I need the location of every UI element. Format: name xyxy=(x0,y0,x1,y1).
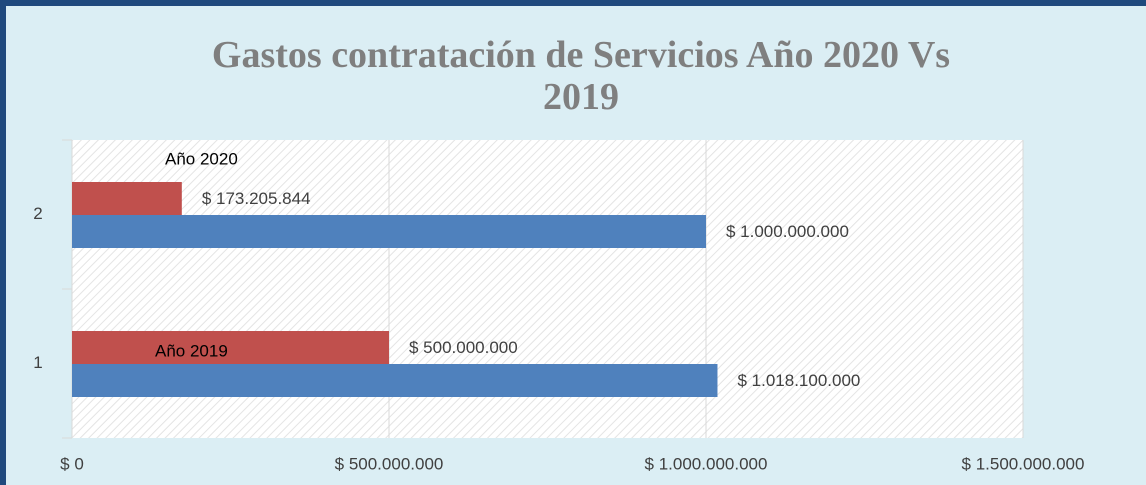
annotation: Año 2019 xyxy=(155,341,228,360)
x-tick-label: $ 0 xyxy=(60,454,84,473)
bar xyxy=(72,182,182,215)
data-label: $ 1.018.100.000 xyxy=(737,371,860,390)
bar xyxy=(72,364,718,397)
data-label: $ 173.205.844 xyxy=(202,189,311,208)
data-label: $ 1.000.000.000 xyxy=(726,222,849,241)
bar xyxy=(72,331,389,364)
y-tick-label: 2 xyxy=(33,204,42,223)
y-tick-label: 1 xyxy=(33,353,42,372)
x-tick-label: $ 1.000.000.000 xyxy=(645,454,768,473)
bar xyxy=(72,215,706,248)
data-label: $ 500.000.000 xyxy=(409,338,518,357)
annotation: Año 2020 xyxy=(165,149,238,168)
x-tick-label: $ 500.000.000 xyxy=(335,454,444,473)
x-tick-label: $ 1.500.000.000 xyxy=(962,454,1085,473)
chart-title: Gastos contratación de Servicios Año 202… xyxy=(211,34,951,118)
